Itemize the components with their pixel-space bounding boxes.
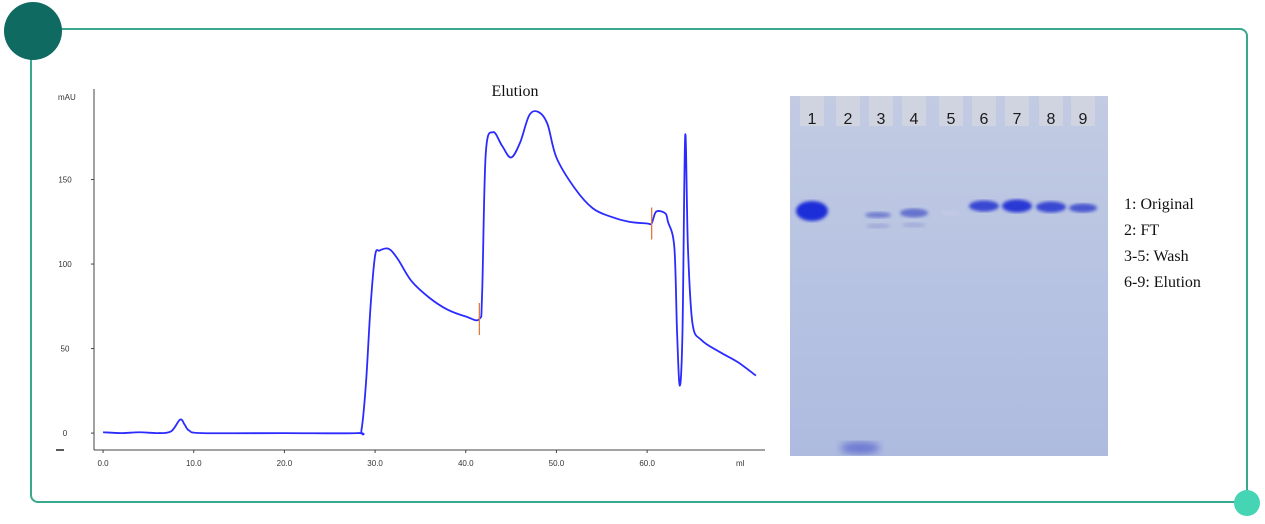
legend-item-original: 1: Original (1124, 196, 1194, 213)
figure-frame (30, 28, 1248, 503)
lane-label: 2 (844, 111, 853, 128)
gel-well (800, 96, 824, 126)
y-tick-label: 100 (58, 260, 72, 269)
axes (56, 89, 765, 451)
protein-band (866, 223, 890, 229)
fraction-markers (478, 207, 653, 335)
x-tick-label: 20.0 (277, 459, 293, 468)
corner-dot-bottom-right (1234, 490, 1260, 516)
chart-title: Elution (491, 83, 538, 100)
gel-well (1005, 96, 1029, 126)
y-axis-label: mAU (58, 93, 76, 102)
lane-label: 3 (877, 111, 886, 128)
lane-label: 5 (947, 111, 956, 128)
lane-labels: 1 2 3 4 5 6 7 8 9 (808, 111, 1088, 128)
gel-well (836, 96, 860, 126)
protein-band (900, 208, 928, 218)
protein-band (940, 210, 960, 216)
legend-item-wash: 3-5: Wash (1124, 248, 1189, 265)
x-tick-label: 30.0 (367, 459, 383, 468)
lane-label: 7 (1013, 111, 1022, 128)
protein-band (969, 200, 999, 212)
y-tick-label: 0 (63, 429, 68, 438)
ticks: 0.0 10.0 20.0 30.0 40.0 50.0 60.0 0 50 100 150 (58, 176, 655, 468)
lane-label: 9 (1079, 111, 1088, 128)
gel-well (1039, 96, 1063, 126)
legend-item-ft: 2: FT (1124, 222, 1160, 239)
protein-band (1002, 199, 1032, 213)
lane-label: 1 (808, 111, 817, 128)
x-axis-label: ml (736, 459, 745, 468)
protein-band (840, 442, 880, 454)
gel-background (790, 96, 1108, 456)
gel-well (869, 96, 893, 126)
gel-well (902, 96, 926, 126)
gel-well (972, 96, 996, 126)
protein-bands (796, 199, 1097, 454)
x-tick-label: 60.0 (639, 459, 655, 468)
sds-page-gel: 1 2 3 4 5 6 7 8 9 (790, 96, 1108, 456)
protein-band (796, 201, 828, 221)
protein-band (1036, 201, 1066, 213)
protein-band (865, 212, 891, 218)
gel-lane-legend: 1: Original 2: FT 3-5: Wash 6-9: Elution (1124, 194, 1201, 298)
protein-band (902, 222, 926, 228)
lane-label: 4 (910, 111, 919, 128)
y-tick-label: 50 (61, 345, 70, 354)
lane-label: 6 (980, 111, 989, 128)
chromatogram-chart: 0.0 10.0 20.0 30.0 40.0 50.0 60.0 0 50 100 150 Elu… (56, 83, 765, 468)
absorbance-trace (103, 110, 757, 436)
protein-band (1069, 203, 1097, 213)
lane-label: 8 (1047, 111, 1056, 128)
corner-dot-top-left (4, 2, 62, 60)
x-tick-label: 50.0 (549, 459, 565, 468)
x-tick-label: 40.0 (458, 459, 474, 468)
gel-well (1071, 96, 1095, 126)
y-tick-label: 150 (58, 176, 72, 185)
x-tick-label: 10.0 (186, 459, 202, 468)
x-tick-label: 0.0 (98, 459, 110, 468)
legend-item-elution: 6-9: Elution (1124, 274, 1201, 291)
gel-well (939, 96, 963, 126)
gel-wells (800, 96, 1095, 126)
